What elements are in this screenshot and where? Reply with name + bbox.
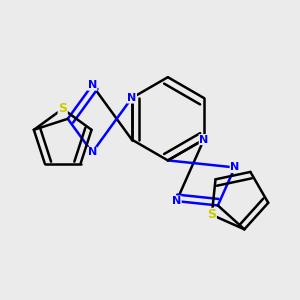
Text: N: N	[88, 148, 97, 158]
Text: S: S	[58, 102, 67, 115]
Text: S: S	[207, 208, 216, 221]
Text: N: N	[127, 93, 136, 103]
Text: N: N	[199, 135, 208, 145]
Text: N: N	[230, 162, 239, 172]
Text: N: N	[172, 196, 181, 206]
Text: N: N	[88, 80, 97, 90]
